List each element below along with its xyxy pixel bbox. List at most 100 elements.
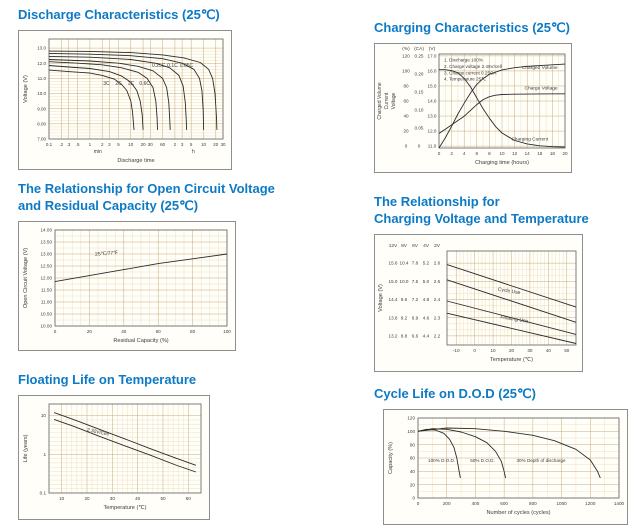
panel-cycle-life-dod: Cycle Life on D.O.D (25℃) 0 200 400 600 800 1… bbox=[374, 386, 630, 525]
svg-text:Charging Current: Charging Current bbox=[511, 136, 548, 142]
svg-text:(%): (%) bbox=[402, 46, 410, 52]
svg-text:3C: 3C bbox=[103, 81, 110, 87]
svg-text:5: 5 bbox=[117, 142, 120, 147]
panel-charging-voltage-temperature: The Relationship for Charging Voltage an… bbox=[374, 194, 599, 372]
svg-text:8: 8 bbox=[488, 151, 491, 156]
svg-text:10: 10 bbox=[59, 496, 65, 501]
svg-text:6V: 6V bbox=[412, 243, 419, 249]
svg-text:20: 20 bbox=[213, 142, 219, 147]
charging-characteristics-chart: 0 2 4 6 8 10 12 14 16 18 20 Charged Volume Current Vo… bbox=[374, 42, 572, 173]
panel-charging-characteristics: Charging Characteristics (25℃) 0 2 4 6 8 10 12… bbox=[374, 20, 594, 173]
svg-text:8.00: 8.00 bbox=[37, 121, 46, 126]
svg-text:Charged Volume: Charged Volume bbox=[377, 82, 383, 119]
discharge-characteristics-chart: 0.1.2.3.5 1 2 3 5 10 20 30 60 2 3 5 10 20 30 13.0 12.0 11… bbox=[18, 29, 232, 170]
svg-text:13.0: 13.0 bbox=[37, 46, 46, 51]
svg-text:11.0: 11.0 bbox=[38, 76, 47, 81]
title-line: Charging Characteristics (25℃) bbox=[374, 20, 570, 35]
svg-text:5.0: 5.0 bbox=[423, 279, 430, 284]
svg-text:100: 100 bbox=[223, 329, 231, 334]
svg-text:11.50: 11.50 bbox=[41, 287, 53, 292]
svg-text:5.2: 5.2 bbox=[423, 261, 430, 266]
svg-text:40: 40 bbox=[121, 329, 127, 334]
svg-text:8V: 8V bbox=[401, 243, 408, 249]
svg-text:4V: 4V bbox=[423, 243, 430, 249]
svg-text:0.15: 0.15 bbox=[415, 89, 424, 94]
svg-text:1200: 1200 bbox=[585, 501, 596, 506]
charging-voltage-temperature-title: The Relationship for Charging Voltage an… bbox=[374, 194, 599, 228]
svg-text:2.6: 2.6 bbox=[434, 261, 441, 266]
svg-text:30: 30 bbox=[148, 142, 154, 147]
svg-text:12.0: 12.0 bbox=[37, 61, 46, 66]
svg-text:20: 20 bbox=[141, 142, 147, 147]
svg-text:13.2: 13.2 bbox=[389, 333, 398, 338]
svg-text:40: 40 bbox=[410, 469, 416, 474]
svg-text:(V): (V) bbox=[429, 46, 436, 52]
svg-text:50: 50 bbox=[564, 348, 570, 353]
svg-text:2.4: 2.4 bbox=[434, 297, 441, 302]
svg-text:0.20: 0.20 bbox=[415, 71, 424, 76]
svg-text:12.50: 12.50 bbox=[41, 263, 53, 268]
svg-text:20: 20 bbox=[562, 151, 568, 156]
ocv-residual-capacity-chart: 0 20 40 60 80 100 14.00 13.50 13.00 12.50 12.00 11.… bbox=[18, 220, 236, 351]
svg-text:11.00: 11.00 bbox=[41, 299, 53, 304]
svg-text:Temperature (℃): Temperature (℃) bbox=[490, 357, 533, 363]
title-line: and Residual Capacity (25℃) bbox=[18, 197, 199, 213]
svg-text:2.5: 2.5 bbox=[434, 279, 441, 284]
svg-text:30: 30 bbox=[527, 348, 533, 353]
svg-text:3. Charge current 0.25CA: 3. Charge current 0.25CA bbox=[444, 70, 497, 75]
svg-text:2.3: 2.3 bbox=[434, 315, 441, 320]
title-line: Floating Life on Temperature bbox=[18, 372, 197, 387]
svg-text:Capacity (%): Capacity (%) bbox=[388, 442, 394, 474]
svg-text:80: 80 bbox=[403, 83, 409, 88]
svg-text:40: 40 bbox=[403, 114, 409, 119]
svg-text:14.00: 14.00 bbox=[41, 227, 53, 232]
svg-text:17.0: 17.0 bbox=[428, 53, 437, 58]
svg-text:80: 80 bbox=[410, 442, 416, 447]
svg-text:60: 60 bbox=[403, 98, 409, 103]
svg-text:15.6: 15.6 bbox=[389, 261, 398, 266]
svg-text:9.2: 9.2 bbox=[401, 315, 408, 320]
svg-text:Charge Voltage: Charge Voltage bbox=[525, 86, 558, 92]
svg-text:Floating Use: Floating Use bbox=[500, 314, 529, 324]
svg-text:0: 0 bbox=[418, 144, 421, 149]
svg-text:1: 1 bbox=[43, 452, 46, 457]
svg-text:1. Discharge 100%: 1. Discharge 100% bbox=[444, 57, 483, 62]
svg-text:.3: .3 bbox=[67, 142, 71, 147]
svg-text:0: 0 bbox=[417, 501, 420, 506]
svg-text:8.8: 8.8 bbox=[401, 333, 408, 338]
title-line: Cycle Life on D.O.D (25℃) bbox=[374, 386, 536, 401]
panel-floating-life-temperature: Floating Life on Temperature 10 20 30 40 50 6… bbox=[18, 372, 258, 520]
svg-text:4. Temperature 25℃: 4. Temperature 25℃ bbox=[444, 77, 487, 82]
svg-text:7.00: 7.00 bbox=[37, 136, 46, 141]
svg-text:10.0: 10.0 bbox=[400, 279, 409, 284]
floating-life-temperature-chart: 10 20 30 40 50 60 10 1 0.1 Temperature (℃) Life (y… bbox=[18, 394, 210, 520]
svg-text:0: 0 bbox=[412, 495, 415, 500]
svg-text:Discharge time: Discharge time bbox=[117, 158, 154, 164]
title-line: Discharge Characteristics (25℃) bbox=[18, 7, 220, 22]
svg-text:2.30V/Cell: 2.30V/Cell bbox=[86, 427, 109, 437]
svg-text:Current: Current bbox=[384, 92, 390, 109]
svg-text:12: 12 bbox=[512, 151, 518, 156]
svg-text:0: 0 bbox=[54, 329, 57, 334]
svg-text:200: 200 bbox=[443, 501, 451, 506]
svg-text:12.00: 12.00 bbox=[41, 275, 53, 280]
svg-text:60: 60 bbox=[186, 496, 192, 501]
svg-text:Open Circuit Voltage (V): Open Circuit Voltage (V) bbox=[23, 247, 29, 307]
svg-text:12V: 12V bbox=[389, 243, 398, 249]
svg-text:9.00: 9.00 bbox=[37, 106, 46, 111]
svg-text:Voltage (V): Voltage (V) bbox=[23, 75, 29, 103]
svg-text:5: 5 bbox=[190, 142, 193, 147]
svg-text:2C: 2C bbox=[115, 81, 122, 87]
svg-text:13.00: 13.00 bbox=[41, 251, 53, 256]
svg-text:11.0: 11.0 bbox=[428, 144, 437, 149]
svg-text:0.05: 0.05 bbox=[415, 126, 424, 131]
svg-text:0.05C: 0.05C bbox=[180, 63, 194, 69]
svg-text:Cycle Use: Cycle Use bbox=[497, 286, 521, 296]
svg-text:600: 600 bbox=[500, 501, 508, 506]
svg-text:100% D.O.D.: 100% D.O.D. bbox=[428, 458, 455, 463]
svg-text:9.6: 9.6 bbox=[401, 297, 408, 302]
svg-text:20: 20 bbox=[84, 496, 90, 501]
svg-text:4.6: 4.6 bbox=[423, 315, 430, 320]
panel-ocv-residual-capacity: The Relationship for Open Circuit Voltag… bbox=[18, 181, 368, 351]
